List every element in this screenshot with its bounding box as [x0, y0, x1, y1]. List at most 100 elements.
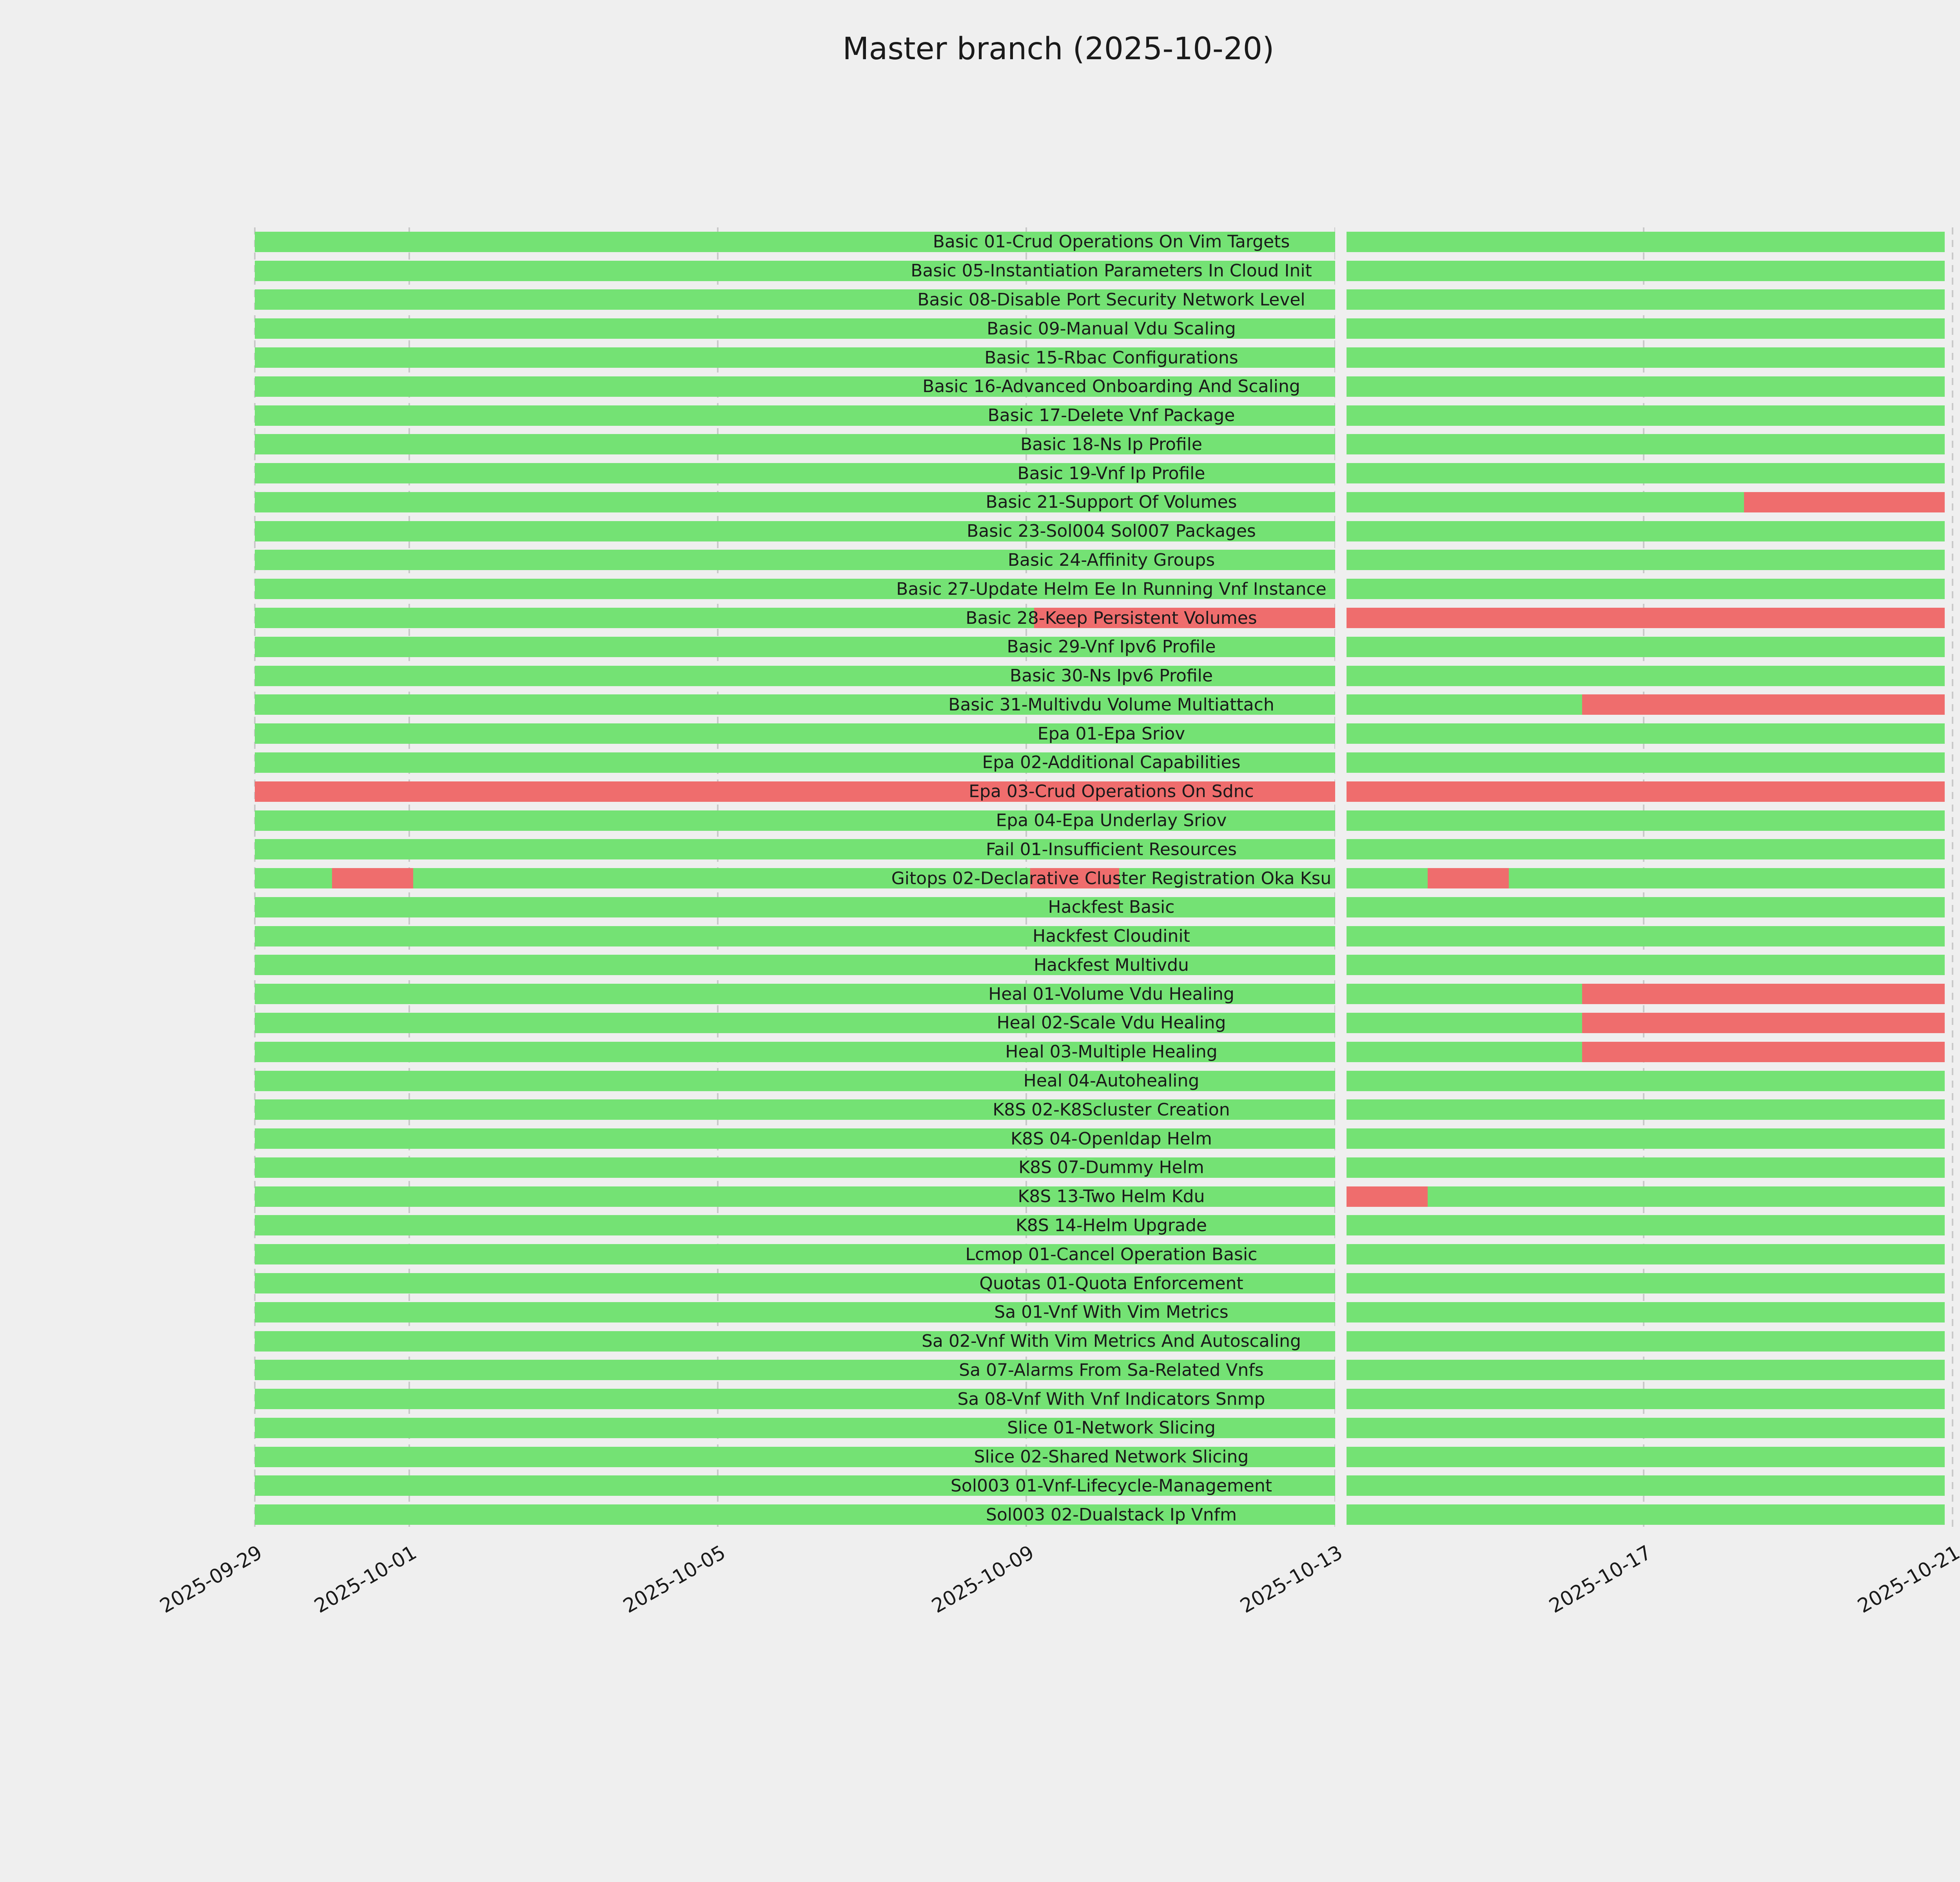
row-pass-bar [255, 1244, 1945, 1265]
row-pass-bar [255, 636, 1945, 657]
fail-segment [1582, 1012, 1945, 1033]
row-pass-bar [255, 1157, 1945, 1178]
fail-segment [1582, 984, 1945, 1005]
row-label: Lcmop 01-Cancel Operation Basic [965, 1244, 1258, 1264]
timeline-row: Sa 07-Alarms From Sa-Related Vnfs [255, 1355, 1960, 1384]
x-axis: 2025-09-29 2025-10-01 2025-10-05 2025-10-09… [156, 1531, 1960, 1727]
row-pass-bar [255, 231, 1945, 252]
row-pass-bar [255, 1070, 1945, 1091]
timeline-row: Hackfest Cloudinit [255, 922, 1960, 951]
timeline-row: K8S 07-Dummy Helm [255, 1153, 1960, 1182]
row-pass-bar [255, 955, 1945, 976]
fail-segment [1347, 1186, 1428, 1207]
fail-segment [1582, 694, 1945, 715]
timeline-row: Basic 27-Update Helm Ee In Running Vnf I… [255, 574, 1960, 603]
row-pass-bar [255, 1360, 1945, 1381]
row-label: Basic 08-Disable Port Security Network L… [917, 289, 1305, 310]
row-pass-bar [255, 1446, 1945, 1467]
row-label: Basic 09-Manual Vdu Scaling [987, 318, 1236, 339]
timeline-row: Basic 01-Crud Operations On Vim Targets [255, 227, 1960, 256]
row-pass-bar [255, 752, 1945, 773]
row-pass-bar [255, 723, 1945, 744]
timeline-row: Heal 02-Scale Vdu Healing [255, 1008, 1960, 1037]
timeline-row: Basic 31-Multivdu Volume Multiattach [255, 690, 1960, 719]
timeline-row: Basic 09-Manual Vdu Scaling [255, 314, 1960, 343]
timeline-row: Basic 29-Vnf Ipv6 Profile [255, 632, 1960, 661]
row-pass-bar [255, 405, 1945, 426]
timeline-row: Basic 05-Instantiation Parameters In Clo… [255, 256, 1960, 285]
timeline-row: Heal 04-Autohealing [255, 1066, 1960, 1095]
row-label: Fail 01-Insufficient Resources [985, 839, 1237, 859]
row-pass-bar [255, 463, 1945, 484]
x-tick-label: 2025-09-29 [156, 1541, 266, 1618]
row-label: K8S 04-Openldap Helm [1011, 1128, 1212, 1149]
plot-area: Basic 01-Crud Operations On Vim Targets B… [254, 227, 1960, 1529]
row-label: Basic 24-Affinity Groups [1007, 550, 1215, 570]
row-label: Hackfest Basic [1048, 897, 1175, 917]
timeline-row: Heal 01-Volume Vdu Healing [255, 979, 1960, 1008]
axis-gap-stripe [1335, 227, 1347, 1529]
row-label: Basic 18-Ns Ip Profile [1020, 434, 1202, 454]
timeline-row: Slice 01-Network Slicing [255, 1413, 1960, 1442]
row-label: Basic 23-Sol004 Sol007 Packages [967, 521, 1256, 541]
row-pass-bar [255, 434, 1945, 455]
timeline-row: Quotas 01-Quota Enforcement [255, 1269, 1960, 1298]
row-label: Basic 30-Ns Ipv6 Profile [1010, 666, 1213, 686]
timeline-row: Sa 08-Vnf With Vnf Indicators Snmp [255, 1384, 1960, 1413]
rows-container: Basic 01-Crud Operations On Vim Targets B… [255, 227, 1960, 1529]
row-pass-bar [255, 1504, 1945, 1525]
row-pass-bar [255, 897, 1945, 917]
timeline-row: Epa 01-Epa Sriov [255, 719, 1960, 748]
row-pass-bar [255, 665, 1945, 686]
row-label: Sa 02-Vnf With Vim Metrics And Autoscali… [922, 1331, 1301, 1352]
x-tick-label: 2025-10-21 [1853, 1541, 1960, 1618]
timeline-row: Slice 02-Shared Network Slicing [255, 1442, 1960, 1471]
timeline-row: Lcmop 01-Cancel Operation Basic [255, 1240, 1960, 1269]
row-label: Basic 16-Advanced Onboarding And Scaling [922, 376, 1300, 397]
row-label: Sol003 02-Dualstack Ip Vnfm [986, 1504, 1237, 1525]
timeline-row: Sol003 01-Vnf-Lifecycle-Management [255, 1471, 1960, 1501]
row-label: Basic 19-Vnf Ip Profile [1017, 463, 1205, 483]
row-label: Heal 02-Scale Vdu Healing [996, 1013, 1226, 1033]
fail-segment [1428, 868, 1509, 889]
timeline-row: Basic 18-Ns Ip Profile [255, 430, 1960, 459]
row-label: Basic 01-Crud Operations On Vim Targets [933, 232, 1290, 252]
row-pass-bar [255, 1475, 1945, 1496]
fail-segment [255, 781, 1945, 802]
row-pass-bar [255, 1186, 1945, 1207]
row-label: Heal 04-Autohealing [1023, 1071, 1200, 1091]
row-pass-bar [255, 926, 1945, 946]
row-label: Basic 28-Keep Persistent Volumes [965, 608, 1257, 628]
row-pass-bar [255, 1215, 1945, 1236]
timeline-row: K8S 13-Two Helm Kdu [255, 1182, 1960, 1211]
row-pass-bar [255, 1389, 1945, 1410]
row-label: Slice 02-Shared Network Slicing [974, 1447, 1249, 1467]
row-label: Sa 07-Alarms From Sa-Related Vnfs [959, 1360, 1264, 1380]
timeline-row: Sol003 02-Dualstack Ip Vnfm [255, 1500, 1960, 1529]
x-tick-label: 2025-10-05 [619, 1541, 730, 1618]
timeline-row: Basic 16-Advanced Onboarding And Scaling [255, 372, 1960, 401]
fail-segment [1030, 868, 1119, 889]
fail-segment [1582, 1041, 1945, 1062]
row-label: Basic 29-Vnf Ipv6 Profile [1007, 637, 1216, 657]
fail-segment [332, 868, 413, 889]
row-label: K8S 14-Helm Upgrade [1016, 1215, 1207, 1235]
timeline-row: K8S 02-K8Scluster Creation [255, 1095, 1960, 1124]
row-pass-bar [255, 318, 1945, 339]
timeline-row: Sa 02-Vnf With Vim Metrics And Autoscali… [255, 1327, 1960, 1356]
row-label: Epa 01-Epa Sriov [1037, 723, 1185, 744]
timeline-row: Epa 03-Crud Operations On Sdnc [255, 777, 1960, 806]
gridline [1951, 227, 1953, 1529]
row-label: Basic 27-Update Helm Ee In Running Vnf I… [896, 579, 1327, 599]
row-label: Epa 02-Additional Capabilities [982, 752, 1241, 773]
x-tick-label: 2025-10-09 [927, 1541, 1038, 1618]
row-label: Hackfest Cloudinit [1033, 926, 1190, 946]
timeline-row: Hackfest Multivdu [255, 951, 1960, 980]
row-label: Basic 31-Multivdu Volume Multiattach [948, 694, 1274, 715]
row-label: Basic 15-Rbac Configurations [984, 347, 1238, 368]
timeline-row: Basic 30-Ns Ipv6 Profile [255, 661, 1960, 690]
x-tick-label: 2025-10-17 [1545, 1541, 1655, 1618]
timeline-row: Basic 15-Rbac Configurations [255, 343, 1960, 372]
row-label: K8S 07-Dummy Helm [1018, 1157, 1204, 1178]
